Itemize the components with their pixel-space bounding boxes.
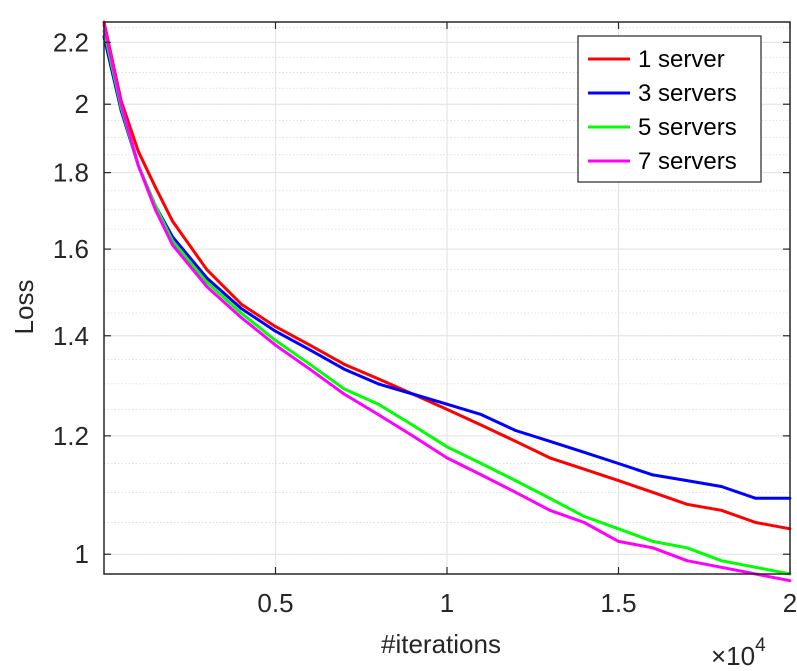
y-tick-label: 1: [75, 539, 89, 569]
series-point: [239, 311, 243, 315]
series-point: [651, 490, 655, 494]
series-point: [514, 479, 517, 483]
x-tick-label: 1.5: [600, 588, 636, 618]
x-axis-label: #iterations: [381, 629, 501, 659]
series-point: [720, 485, 723, 488]
series-point: [274, 329, 277, 333]
series-point: [479, 423, 483, 427]
legend: 1 server 3 servers 5 servers 7 servers: [577, 35, 762, 183]
series-point: [720, 559, 723, 563]
y-tick-label: 1.4: [53, 321, 89, 351]
series-point: [377, 382, 380, 386]
x-exponent-power: 4: [755, 635, 766, 656]
series-point: [411, 392, 415, 396]
series-point: [582, 514, 586, 518]
series-point: [617, 462, 620, 465]
series-point: [548, 456, 552, 460]
series-point: [548, 439, 552, 443]
series-point: [685, 559, 689, 563]
series-point: [651, 546, 655, 550]
legend-label: 3 servers: [638, 80, 737, 107]
series-point: [377, 402, 380, 406]
series-point: [411, 423, 415, 427]
series-point: [205, 276, 209, 280]
legend-label: 5 servers: [638, 114, 737, 141]
series-point: [274, 343, 277, 347]
series-point: [342, 367, 346, 371]
series-point: [445, 402, 449, 406]
series-point: [720, 508, 723, 512]
x-tick-label: 1: [440, 588, 454, 618]
series-point: [154, 185, 157, 189]
series-point: [205, 285, 209, 289]
series-point: [514, 490, 517, 494]
series-point: [651, 473, 655, 477]
series-point: [342, 392, 346, 396]
series-point: [754, 521, 758, 524]
y-axis-ticks: 1 1.2 1.4 1.6 1.8 2 2.2: [53, 27, 790, 569]
series-point: [582, 521, 586, 524]
series-point: [617, 539, 620, 543]
series-point: [548, 496, 552, 500]
series-point: [651, 539, 655, 543]
series-point: [445, 407, 449, 411]
series-layer: [102, 20, 792, 583]
series-point: [445, 445, 449, 449]
series-point: [685, 502, 689, 506]
series-point: [754, 496, 758, 500]
series-point: [239, 302, 243, 306]
series-point: [754, 565, 758, 569]
series-point: [154, 208, 157, 212]
series-point: [479, 473, 483, 477]
series-point: [617, 479, 620, 483]
series-point: [548, 508, 552, 512]
series-point: [136, 149, 140, 153]
series-point: [342, 387, 346, 391]
series-point: [479, 413, 483, 416]
y-axis-label: Loss: [9, 280, 39, 335]
series-point: [445, 456, 449, 460]
series-point: [119, 102, 123, 106]
series-point: [377, 377, 380, 381]
series-point: [582, 467, 586, 471]
series-point: [171, 243, 175, 247]
x-tick-label: 2: [783, 588, 797, 618]
series-point: [239, 307, 243, 310]
series-point: [205, 280, 209, 284]
series-point: [274, 339, 277, 342]
legend-label: 1 server: [638, 46, 725, 73]
y-tick-label: 1.8: [53, 158, 89, 188]
y-tick-label: 2.2: [53, 27, 89, 57]
x-axis-ticks: 0.5 1 1.5 2: [257, 22, 797, 618]
series-point: [136, 164, 140, 167]
y-tick-label: 2: [75, 89, 89, 119]
series-point: [514, 429, 517, 432]
series-point: [514, 439, 517, 443]
legend-label: 7 servers: [638, 148, 737, 175]
series-point: [239, 316, 243, 319]
series-point: [685, 546, 689, 550]
series-point: [342, 362, 346, 366]
series-point: [308, 362, 312, 366]
x-tick-label: 0.5: [257, 588, 293, 618]
series-point: [171, 219, 175, 223]
series-point: [685, 479, 689, 483]
x-exponent-base: ×10: [711, 641, 755, 671]
series-point: [720, 565, 723, 569]
series-point: [788, 579, 792, 583]
series-point: [308, 367, 312, 371]
x-exponent-label: ×104: [711, 635, 766, 671]
series-point: [377, 413, 380, 416]
series-point: [582, 450, 586, 454]
series-point: [308, 348, 312, 352]
y-tick-label: 1.2: [53, 421, 89, 451]
y-tick-label: 1.6: [53, 234, 89, 264]
series-point: [479, 462, 483, 465]
series-point: [308, 343, 312, 347]
series-point: [411, 434, 415, 438]
series-point: [205, 268, 209, 272]
series-point: [274, 325, 277, 328]
series-point: [617, 527, 620, 531]
